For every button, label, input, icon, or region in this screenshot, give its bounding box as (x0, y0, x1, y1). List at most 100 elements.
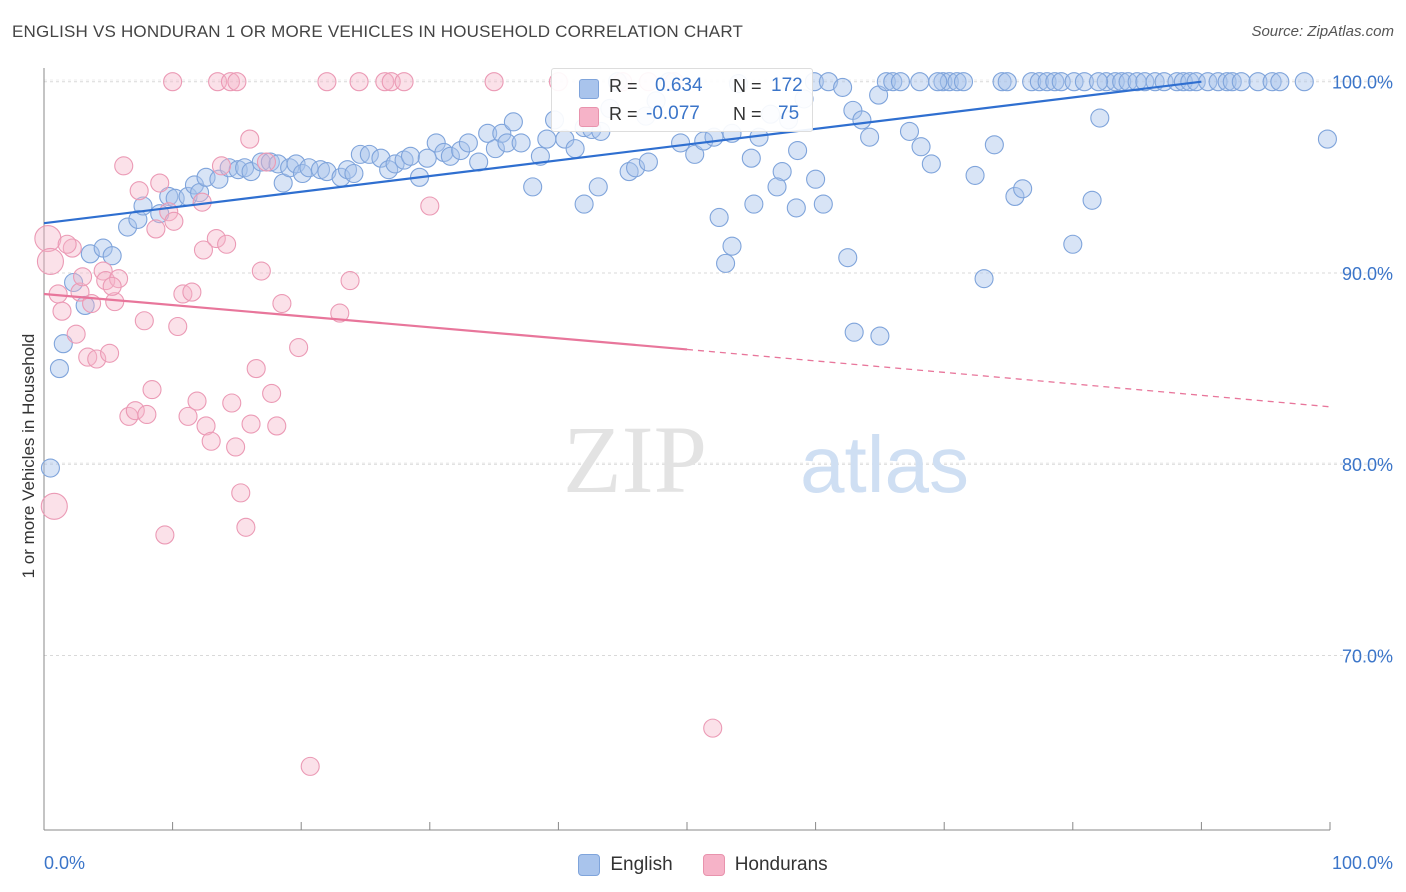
english-point (786, 198, 806, 218)
english-point (1231, 72, 1251, 92)
english-point (626, 158, 646, 178)
honduran-trendline (43, 292, 688, 351)
honduran-point (289, 337, 309, 358)
honduran-point (40, 492, 68, 520)
english-point (458, 133, 478, 153)
honduran-point (163, 72, 183, 92)
english-point (1045, 72, 1065, 92)
english-point (497, 133, 517, 153)
english-point (992, 72, 1012, 92)
english-point (40, 458, 60, 478)
chart-title: ENGLISH VS HONDURAN 1 OR MORE VEHICLES I… (12, 22, 744, 41)
english-swatch (579, 79, 599, 99)
honduran-point (34, 224, 62, 253)
english-point (1090, 108, 1110, 128)
english-point (371, 148, 391, 168)
english-point (833, 77, 853, 97)
english-point (64, 272, 84, 293)
n-label: N = (733, 104, 762, 124)
honduran-point (125, 401, 145, 421)
honduran-point (484, 72, 504, 92)
english-point (1074, 72, 1094, 92)
english-point (588, 177, 608, 197)
series-legend: English Hondurans (0, 850, 1406, 880)
legend-item-english[interactable]: English (578, 850, 673, 880)
honduran-point (134, 311, 154, 331)
english-point (1022, 72, 1042, 92)
honduran-point (168, 316, 188, 337)
x-tick-label-min: 0.0% (44, 853, 85, 873)
english-point (310, 160, 331, 180)
legend-item-hondurans[interactable]: Hondurans (702, 850, 828, 880)
honduran-point (146, 219, 166, 239)
r-label: R = (609, 104, 638, 124)
english-point (844, 322, 864, 342)
english-point (870, 326, 890, 346)
english-point (685, 144, 705, 164)
honduran-point (201, 431, 221, 451)
english-point (838, 248, 858, 268)
trendlines (43, 80, 1331, 408)
honduran-point (129, 181, 149, 201)
english-point (974, 269, 994, 289)
english-point (1064, 72, 1084, 92)
english-point (1217, 72, 1237, 92)
honduran-point (114, 156, 134, 176)
hondurans-swatch (702, 854, 725, 876)
axes (43, 68, 1331, 831)
honduran-point (66, 324, 86, 344)
english-point (1248, 72, 1268, 92)
hondurans-swatch (579, 107, 599, 127)
english-point (426, 133, 446, 153)
english-point (286, 154, 306, 174)
honduran-point (375, 72, 395, 92)
honduran-point (220, 72, 241, 92)
english-point (49, 359, 69, 379)
n-label: N = (733, 76, 762, 96)
english-point (523, 177, 543, 197)
english-point (1063, 234, 1083, 254)
tick-labels: 100.0% 90.0% 80.0% 70.0% 0.0% 100.0% (44, 73, 1393, 873)
english-point (709, 207, 729, 228)
english-point (813, 194, 833, 214)
english-point (860, 127, 880, 147)
english-point (53, 334, 73, 354)
english-point (722, 236, 742, 256)
english-point (344, 163, 364, 184)
honduran-point (340, 271, 360, 291)
honduran-point (73, 267, 93, 287)
english-point (537, 129, 557, 149)
english-point (716, 253, 736, 273)
honduran-point (155, 525, 175, 545)
chart-source: Source: ZipAtlas.com (1251, 23, 1394, 40)
honduran-point (236, 517, 256, 537)
honduran-point (420, 196, 440, 216)
english-point (883, 72, 903, 92)
honduran-point (36, 247, 64, 276)
legend-label-english: English (610, 854, 673, 875)
honduran-point (246, 359, 266, 379)
honduran-point (211, 156, 232, 176)
english-point (876, 72, 896, 92)
honduran-point (272, 293, 292, 314)
honduran-point (251, 261, 271, 281)
honduran-point (182, 282, 202, 302)
y-tick-label: 80.0% (1342, 455, 1393, 475)
honduran-point (178, 406, 198, 426)
english-point (984, 135, 1004, 155)
honduran-point (703, 718, 723, 738)
honduran-point (137, 404, 157, 425)
english-point (440, 146, 460, 166)
english-point (671, 133, 691, 153)
honduran-point (267, 416, 287, 436)
english-point (953, 72, 974, 92)
honduran-point (187, 391, 207, 411)
english-point (1317, 129, 1337, 149)
english-point (1088, 72, 1109, 92)
english-point (102, 246, 122, 266)
r-value: -0.077 (646, 103, 700, 124)
english-trendline (43, 80, 1202, 225)
english-point (1029, 72, 1049, 92)
honduran-point (300, 756, 320, 776)
